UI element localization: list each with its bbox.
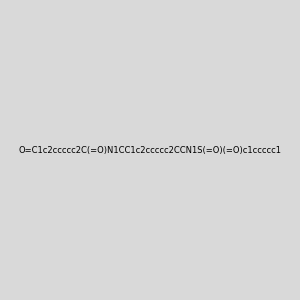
Text: O=C1c2ccccc2C(=O)N1CC1c2ccccc2CCN1S(=O)(=O)c1ccccc1: O=C1c2ccccc2C(=O)N1CC1c2ccccc2CCN1S(=O)(… (19, 146, 281, 154)
